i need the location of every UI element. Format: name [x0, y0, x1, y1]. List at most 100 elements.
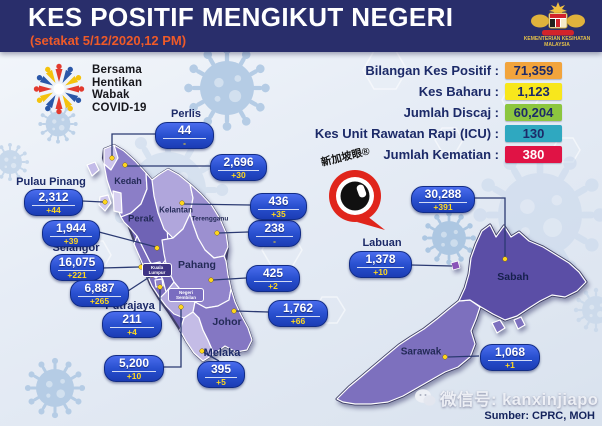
campaign-line2: Hentikan: [92, 76, 143, 89]
stat-label: Jumlah Discaj :: [403, 105, 499, 120]
page-subtitle: (setakat 5/12/2020,12 PM): [30, 33, 187, 48]
pill-divider: [258, 209, 299, 210]
case-change: +1: [505, 360, 515, 370]
starburst-icon: [33, 63, 85, 115]
case-count: 6,887: [84, 281, 115, 295]
case-count: 44: [177, 123, 192, 137]
case-change: -: [183, 138, 186, 148]
case-change: +2: [268, 281, 278, 291]
ns-line2: Sembilan: [175, 295, 196, 300]
state-label-labuan: Labuan: [362, 237, 402, 249]
header-bar: KES POSITIF MENGIKUT NEGERI (setakat 5/1…: [0, 0, 602, 52]
eye-speech-bubble-icon: 新加坡眼®: [320, 144, 385, 230]
case-count: 436: [268, 194, 289, 208]
stat-label: Jumlah Kematian :: [383, 147, 499, 162]
case-count: 211: [122, 312, 142, 326]
case-pill-negeri-sembilan: 5,200 +10: [104, 355, 164, 382]
stat-label: Kes Unit Rawatan Rapi (ICU) :: [314, 126, 499, 141]
map-peninsular-malaysia: [86, 143, 254, 363]
map-label-terengganu: Terengganu: [191, 215, 229, 223]
connector-lines: [81, 133, 506, 368]
stat-value-badge: 380: [505, 146, 562, 163]
case-change: +44: [46, 205, 61, 215]
campaign-logo: Bersama Hentikan Wabak COVID-19: [30, 60, 147, 118]
map-label-sabah: Sabah: [497, 271, 529, 283]
kl-line2: Lumpur: [148, 270, 166, 275]
case-pill-kelantan: 436 +35: [250, 193, 307, 220]
case-count: 5,200: [118, 356, 150, 370]
case-change: +5: [216, 377, 226, 387]
case-pill-sarawak: 1,068 +1: [480, 344, 540, 371]
pill-divider: [205, 377, 237, 378]
case-pill-melaka: 395 +5: [197, 361, 245, 388]
map-label-negeri-sembilan: Negeri Sembilan: [168, 288, 204, 302]
map-island-2: [513, 316, 526, 330]
case-pill-pahang: 425 +2: [246, 265, 300, 292]
case-change: +66: [290, 316, 306, 326]
media-logo: 新加坡眼®: [314, 144, 396, 239]
pill-divider: [218, 170, 259, 171]
case-change: +10: [126, 371, 142, 381]
state-label-pulau-pinang: Pulau Pinang: [16, 176, 86, 188]
case-change: +39: [63, 236, 79, 246]
case-pill-kedah: 2,696 +30: [210, 154, 267, 181]
case-count: 1,068: [494, 345, 526, 359]
case-pill-labuan: 1,378 +10: [349, 251, 412, 278]
case-count: 1,378: [365, 252, 396, 266]
wechat-watermark: 微信号: kanxinjiapo: [414, 386, 598, 410]
state-label-perlis: Perlis: [171, 108, 201, 120]
case-pill-perlis: 44-: [155, 122, 214, 149]
pill-divider: [32, 205, 75, 206]
case-pill-johor: 1,762 +66: [268, 300, 328, 327]
map-label-sarawak: Sarawak: [400, 346, 442, 358]
state-label-melaka: Melaka: [203, 347, 241, 359]
campaign-line1: Bersama: [92, 64, 142, 76]
map-east-malaysia: [335, 223, 588, 406]
case-count: 30,288: [424, 187, 462, 201]
case-pill-putrajaya: 211 +4: [102, 311, 162, 338]
pill-divider: [256, 236, 293, 237]
case-change: +10: [373, 267, 388, 277]
case-count: 16,075: [58, 255, 96, 269]
case-pill-pulau-pinang: 2,312 +44: [24, 189, 83, 216]
stat-label: Bilangan Kes Positif :: [365, 63, 499, 78]
stat-value-badge: 130: [505, 125, 562, 142]
stat-value-badge: 60,204: [505, 104, 562, 121]
stat-row-baharu: Kes Baharu : 1,123: [298, 83, 562, 100]
ministry-name: KEMENTERIAN KESIHATAN MALAYSIA: [518, 36, 596, 48]
case-change: +4: [127, 327, 137, 337]
stat-value-badge: 71,359: [505, 62, 562, 79]
case-change: +265: [89, 296, 110, 306]
case-pill-terengganu: 238-: [248, 220, 301, 247]
case-count: 395: [210, 362, 232, 376]
case-change: +391: [433, 202, 453, 212]
stat-row-kematian: Jumlah Kematian : 380: [298, 146, 562, 163]
case-change: +35: [271, 209, 286, 219]
stat-value-badge: 1,123: [505, 83, 562, 100]
map-label-kedah: Kedah: [114, 176, 142, 186]
pill-divider: [163, 138, 206, 139]
case-pill-selangor: 16,075 +221: [50, 254, 104, 281]
pill-divider: [50, 236, 92, 237]
map-state-sarawak: [336, 299, 481, 405]
map-langkawi-island: [86, 161, 100, 177]
case-count: 425: [262, 266, 284, 280]
map-label-pahang: Pahang: [178, 259, 216, 271]
pill-divider: [488, 360, 532, 361]
watermark-text: 微信号: kanxinjiapo: [440, 391, 599, 409]
pill-divider: [276, 316, 320, 317]
pill-divider: [357, 267, 404, 268]
ns-line1: Negeri: [178, 290, 193, 295]
pill-divider: [419, 202, 467, 203]
stat-row-positif: Bilangan Kes Positif : 71,359: [298, 62, 562, 79]
stat-row-discaj: Jumlah Discaj : 60,204: [298, 104, 562, 121]
campaign-line4: COVID-19: [92, 101, 147, 114]
case-change: -: [273, 236, 276, 246]
map-label-johor: Johor: [212, 316, 242, 328]
map-state-sabah: [458, 224, 587, 321]
case-count: 1,762: [282, 301, 314, 315]
case-count: 2,696: [223, 155, 254, 169]
campaign-line3: Wabak: [92, 89, 130, 101]
case-count: 2,312: [38, 190, 69, 204]
